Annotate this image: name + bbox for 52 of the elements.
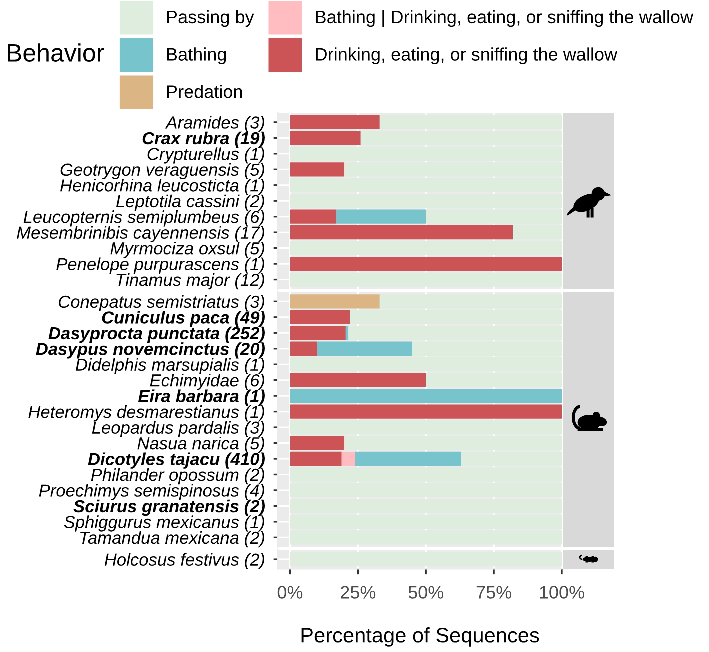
bar	[290, 162, 345, 177]
y-tick-label: Holcosus festivus (2)	[104, 553, 264, 570]
y-tick-label: Heteromys desmarestianus (1)	[28, 406, 264, 422]
y-tick-label: Aramides (3)	[165, 116, 264, 132]
legend-label: Bathing | Drinking, eating, or sniffing the wallow	[316, 10, 694, 28]
bar	[290, 404, 562, 419]
y-tick-label: Tamandua mexicana (2)	[80, 531, 264, 548]
legend-label: Bathing	[167, 48, 226, 65]
y-tick-label: Dasyprocta punctata (252)	[48, 326, 266, 344]
x-tick-label: 25%	[341, 586, 376, 599]
legend-label: Passing by	[167, 10, 254, 28]
bar	[290, 342, 318, 356]
x-axis-title: Percentage of Sequences	[302, 628, 540, 647]
x-tick-label: 75%	[476, 586, 512, 599]
y-tick-label: Tinamus major (12)	[116, 273, 264, 290]
y-tick-label: Leucopternis semiplumbeus (6)	[24, 210, 264, 227]
legend-label: Drinking, eating, or sniffing the wallow	[316, 48, 618, 65]
y-tick-label: Proechimys semispinosus (4)	[39, 484, 264, 500]
y-tick-label: Geotrygon veraguensis (5)	[60, 163, 264, 180]
legend-label: Predation	[167, 85, 242, 98]
bar	[290, 388, 562, 404]
y-tick-label: Leopardus pardalis (3)	[92, 421, 264, 438]
y-tick-label: Dicotyles tajacu (410)	[88, 452, 266, 469]
bar	[346, 326, 349, 340]
x-tick-label: 50%	[408, 586, 444, 599]
y-tick-label: Mesembrinibis cayennensis (17)	[17, 226, 264, 242]
y-tick-label: Nasua narica (5)	[138, 436, 264, 454]
y-tick-label: Leptotila cassini (2)	[116, 194, 264, 212]
bar	[336, 210, 426, 224]
bar	[290, 256, 562, 272]
y-tick-label: Myrmociza oxsul (5)	[110, 242, 264, 258]
y-tick-label: Eira barbara (1)	[138, 390, 265, 406]
y-tick-label: Sciurus granatensis (2)	[74, 500, 266, 516]
y-tick-label: Crax rubra (19)	[142, 132, 265, 148]
y-tick-label: Sphiggurus mexicanus (1)	[64, 516, 264, 532]
y-tick-label: Didelphis marsupialis (1)	[76, 358, 264, 374]
y-tick-label: Crypturellus (1)	[148, 148, 264, 164]
y-tick-label: Cuniculus paca (49)	[102, 311, 266, 328]
bar	[355, 452, 462, 466]
y-tick-label: Echimyidae (6)	[150, 374, 264, 390]
x-tick-label: 100%	[540, 586, 584, 599]
y-tick-label: Conepatus semistriatus (3)	[59, 295, 264, 312]
bar	[342, 452, 356, 466]
legend-title: Behavior	[8, 44, 104, 62]
y-tick-label: Dasypus novemcinctus (20)	[36, 342, 266, 359]
bar	[317, 342, 413, 356]
y-tick-label: Penelope purpurascens (1)	[56, 258, 264, 274]
x-tick-label: 0%	[278, 586, 303, 599]
y-tick-label: Philander opossum (2)	[91, 468, 264, 485]
bar	[290, 373, 426, 388]
y-tick-label: Henicorhina leucosticta (1)	[60, 179, 264, 196]
bar	[290, 294, 380, 309]
